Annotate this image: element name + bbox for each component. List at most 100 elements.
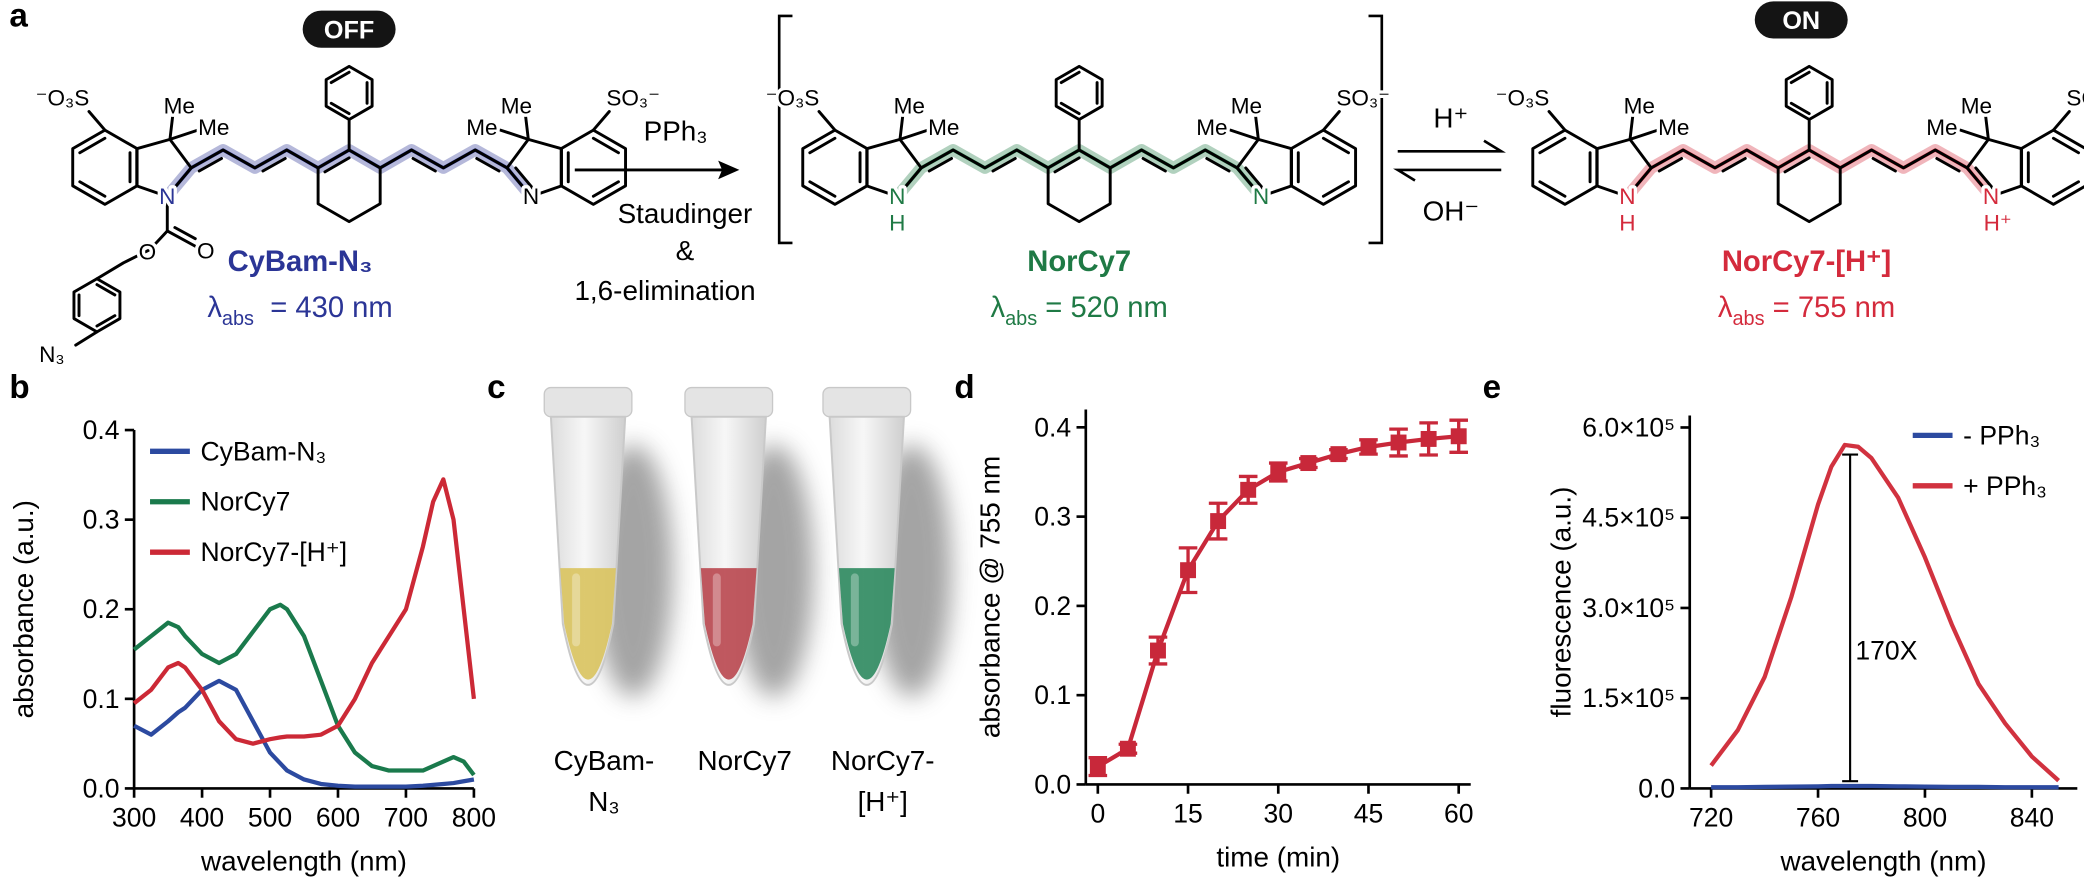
tube-cap bbox=[684, 386, 774, 418]
liquid-shine bbox=[572, 573, 581, 647]
double-bond bbox=[808, 180, 837, 198]
double-bond bbox=[1935, 157, 1961, 173]
lambda-symbol: λ bbox=[207, 292, 222, 324]
data-marker bbox=[1180, 562, 1197, 579]
double-bond bbox=[1244, 166, 1264, 190]
tube-cap bbox=[822, 386, 912, 418]
tube-liquid bbox=[838, 568, 895, 680]
panel-letter: d bbox=[954, 369, 974, 406]
badge-text: ON bbox=[1782, 7, 1820, 35]
bond bbox=[168, 115, 175, 141]
y-tick-label: 0.3 bbox=[83, 505, 120, 535]
double-bond bbox=[1783, 156, 1811, 174]
atom-label: ⁻O₃S bbox=[36, 86, 90, 111]
badge-bg bbox=[1754, 1, 1848, 39]
bond bbox=[74, 330, 99, 347]
legend-label: - PPh₃ bbox=[1963, 420, 2040, 450]
bond bbox=[1229, 128, 1260, 141]
benzene bbox=[2019, 128, 2084, 206]
atom-label: Me bbox=[1926, 115, 1957, 140]
atom-label: O bbox=[139, 240, 157, 265]
double-bond bbox=[261, 157, 287, 173]
tube-label: NorCy7- bbox=[831, 745, 935, 776]
y-tick-label: 0.1 bbox=[1034, 680, 1071, 710]
tube-label: NorCy7 bbox=[697, 745, 791, 776]
x-tick-label: 30 bbox=[1264, 799, 1294, 829]
bond bbox=[378, 148, 509, 170]
x-tick-label: 15 bbox=[1173, 799, 1203, 829]
bond bbox=[524, 115, 530, 141]
data-marker bbox=[1390, 434, 1407, 451]
y-tick-label: 0.1 bbox=[83, 684, 120, 714]
atom-label: Me bbox=[1231, 94, 1262, 119]
y-tick-label: 1.5×10⁵ bbox=[1582, 683, 1675, 713]
equilibrium-forward bbox=[1397, 139, 1506, 153]
bond bbox=[168, 128, 200, 141]
atom-label: Me bbox=[1196, 115, 1227, 140]
compound-name: NorCy7-[H⁺] bbox=[1722, 246, 1891, 278]
x-tick-label: 840 bbox=[2010, 803, 2054, 833]
double-bond bbox=[78, 180, 107, 198]
condition: 1,6-elimination bbox=[574, 275, 755, 306]
phenyl bbox=[324, 64, 374, 121]
double-bond bbox=[1053, 156, 1081, 174]
condition: Staudinger bbox=[618, 198, 753, 229]
x-tick-label: 720 bbox=[1689, 803, 1733, 833]
atom-label: N bbox=[159, 184, 175, 209]
atom-label: N bbox=[523, 184, 539, 209]
data-line bbox=[1711, 783, 2059, 790]
atom-label: SO₃⁻ bbox=[606, 86, 660, 111]
y-tick-label: 0.4 bbox=[1034, 412, 1071, 442]
lambda-value: = 520 nm bbox=[1037, 292, 1168, 324]
atom-label: Me bbox=[466, 115, 497, 140]
y-tick-label: 0.4 bbox=[83, 415, 120, 445]
benzene bbox=[559, 128, 628, 206]
bond bbox=[919, 148, 1050, 170]
double-bond bbox=[475, 157, 501, 173]
lambda-value: = 755 nm bbox=[1765, 292, 1896, 324]
y-axis-title: absorbance (a.u.) bbox=[8, 500, 39, 718]
bond bbox=[2051, 110, 2071, 132]
tube-liquid bbox=[700, 568, 757, 680]
atom-label: Me bbox=[894, 94, 925, 119]
x-tick-label: 0 bbox=[1090, 799, 1105, 829]
bond bbox=[898, 115, 905, 141]
bond bbox=[1321, 110, 1341, 132]
lambda-subscript: abs bbox=[222, 308, 254, 330]
legend-label: NorCy7-[H⁺] bbox=[200, 537, 347, 567]
double-bond bbox=[2051, 136, 2080, 155]
data-marker bbox=[1420, 430, 1437, 447]
phenyl bbox=[1784, 64, 1834, 121]
atom-label: ⁻O₃S bbox=[1496, 86, 1550, 111]
double-bond bbox=[1538, 136, 1567, 155]
legend-label: NorCy7 bbox=[200, 487, 290, 517]
compound-name: NorCy7 bbox=[1027, 246, 1131, 278]
double-bond bbox=[927, 157, 954, 173]
fold-change-bar bbox=[1842, 453, 1859, 783]
lambda-symbol: λ bbox=[1718, 292, 1733, 324]
x-axis-title: wavelength (nm) bbox=[1780, 846, 1987, 877]
double-bond bbox=[323, 156, 351, 174]
bond bbox=[898, 128, 930, 141]
bracket-left bbox=[777, 14, 793, 245]
bond bbox=[1838, 148, 1969, 170]
data-line bbox=[1096, 434, 1459, 769]
atom-label: H⁺ bbox=[1984, 210, 2012, 235]
base: OH⁻ bbox=[1423, 195, 1480, 226]
double-bond bbox=[1789, 101, 1811, 116]
double-bond bbox=[78, 136, 107, 155]
atom-label: Me bbox=[1658, 115, 1689, 140]
panel-letter: a bbox=[9, 0, 28, 35]
atom-label: Me bbox=[928, 115, 959, 140]
double-bond bbox=[591, 180, 620, 198]
legend-label: CyBam-N₃ bbox=[200, 436, 326, 466]
double-bond bbox=[1871, 157, 1897, 173]
data-line bbox=[1709, 442, 2061, 783]
double-bond bbox=[2051, 180, 2080, 198]
atom-label: H bbox=[1619, 210, 1635, 235]
double-bond bbox=[329, 101, 351, 116]
double-bond bbox=[1657, 157, 1684, 173]
